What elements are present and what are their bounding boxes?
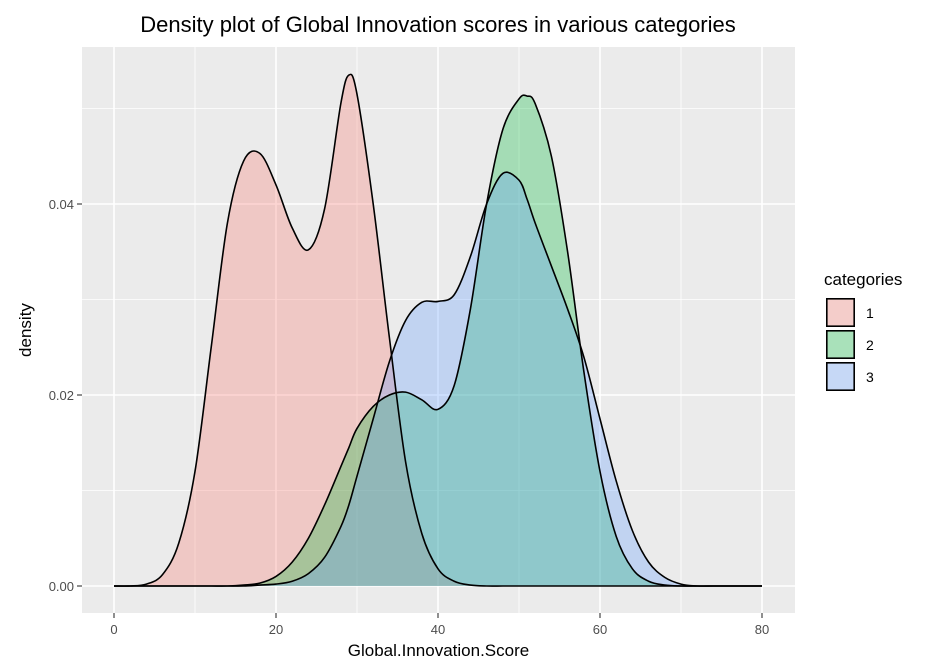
legend-items: 1 2 3 <box>825 297 874 391</box>
legend-swatch-3 <box>825 361 855 391</box>
density-line-1 <box>113 73 762 587</box>
y-axis-title: density <box>16 303 35 357</box>
legend-label-3: 3 <box>866 369 874 385</box>
legend-label-2: 2 <box>866 337 874 353</box>
x-tick-label: 80 <box>755 622 769 637</box>
axes: 0 20 40 60 80 0.00 0.02 0.04 <box>49 197 770 637</box>
x-tick-label: 40 <box>431 622 445 637</box>
x-tick-label: 0 <box>110 622 117 637</box>
x-tick-label: 60 <box>593 622 607 637</box>
density-outlines <box>113 73 762 587</box>
legend-key-bg <box>826 362 855 391</box>
y-tick-label: 0.02 <box>49 388 74 403</box>
legend-key-bg <box>826 298 855 327</box>
grid-lines <box>82 47 795 613</box>
x-tick-label: 20 <box>269 622 283 637</box>
density-line-3 <box>113 171 762 587</box>
density-area-2 <box>114 95 762 587</box>
legend-title: categories <box>824 270 902 289</box>
density-area-1 <box>114 74 762 587</box>
y-tick-label: 0.04 <box>49 197 74 212</box>
density-area-3 <box>114 172 762 587</box>
legend-swatch-1 <box>825 297 855 327</box>
density-areas <box>114 74 762 587</box>
legend-swatch-2 <box>825 329 855 359</box>
y-tick-label: 0.00 <box>49 579 74 594</box>
legend: categories 1 2 3 <box>824 270 902 391</box>
legend-label-1: 1 <box>866 305 874 321</box>
legend-key-bg <box>826 330 855 359</box>
chart-title: Density plot of Global Innovation scores… <box>140 12 736 37</box>
x-axis-title: Global.Innovation.Score <box>348 641 529 660</box>
